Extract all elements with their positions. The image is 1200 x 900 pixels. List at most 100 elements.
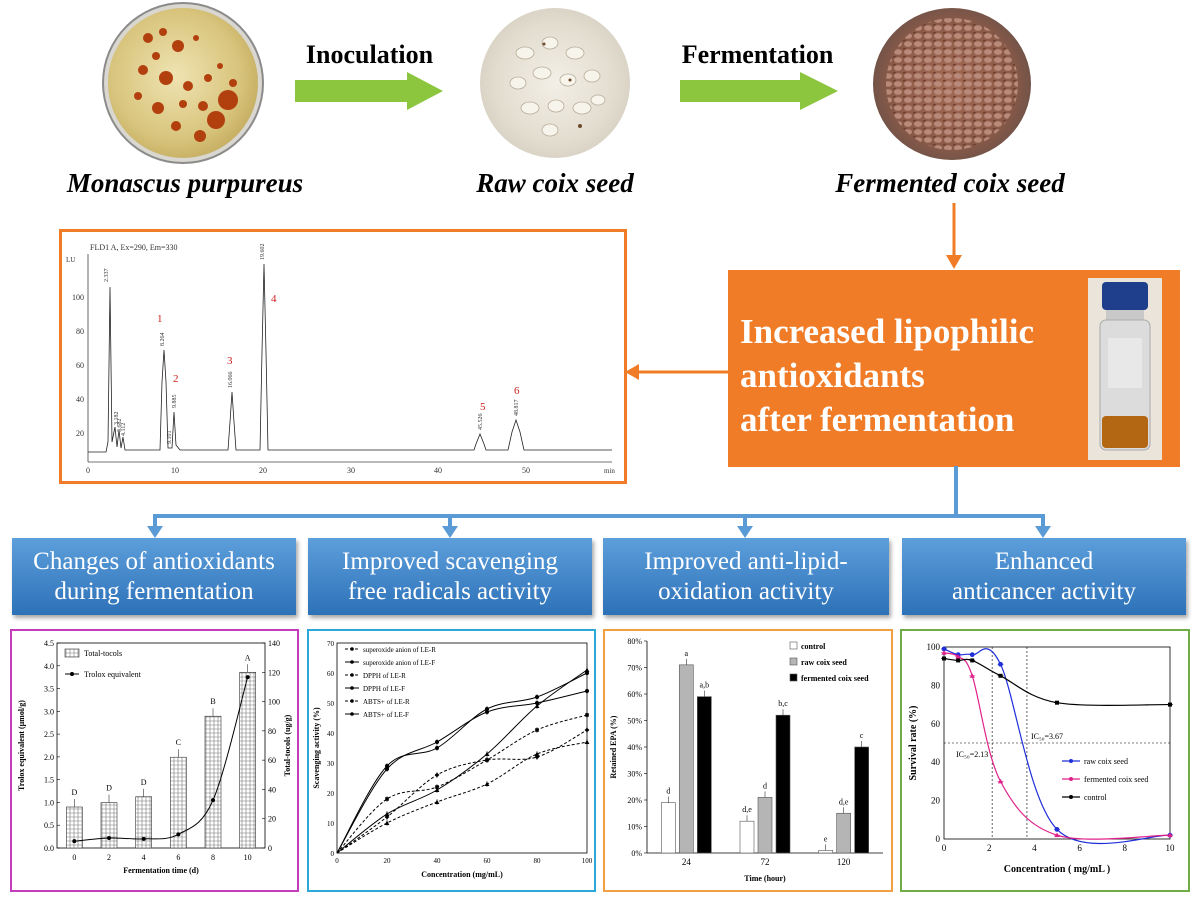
y-tick-label: 4.5 [44, 639, 54, 648]
y-tick-label: 10 [327, 820, 335, 828]
chart-survival-panel: 0 20 40 60 80 100 0 2 4 6 8 10 IC₅₀=3.67 IC₅₀=2.13 raw… [900, 629, 1190, 892]
chromatogram-trace [88, 263, 612, 453]
y-tick-label: 50% [627, 717, 642, 726]
y2-tick-label: 100 [268, 698, 280, 707]
legend-label: control [1084, 793, 1107, 802]
chromatogram-y-tick: 60 [76, 361, 84, 370]
series-point [534, 703, 540, 708]
series-point [484, 757, 490, 763]
series-point [1168, 702, 1172, 707]
fermented-coix-seed-caption: Fermented coix seed [835, 168, 1065, 198]
series-line [336, 729, 588, 854]
legend-label: control [801, 642, 826, 651]
peak-number: 6 [514, 385, 520, 397]
series-point [384, 820, 390, 825]
peak-time-label: 8.264 [160, 333, 166, 347]
peak-time-label: 48.817 [514, 400, 520, 417]
monascus-petri-dish-image [108, 8, 258, 158]
significance-letter: D [71, 788, 77, 797]
y-tick-label: 0.0 [44, 844, 54, 853]
y2-tick-label: 20 [268, 815, 276, 824]
legend-marker [350, 686, 354, 690]
x-tick-label: 2 [987, 843, 992, 853]
series-point [584, 739, 590, 744]
x-axis-label: Time (hour) [744, 874, 786, 883]
series-line [336, 690, 588, 854]
section-anti-lipid-oxidation[interactable]: Improved anti-lipid-oxidation activity [603, 538, 889, 615]
x-tick-label: 40 [434, 857, 442, 865]
y-tick-label: 10% [627, 823, 642, 832]
series-point [484, 781, 490, 786]
chromatogram-y-tick: 20 [76, 429, 84, 438]
line-trolox [74, 677, 249, 842]
y-tick-label: 2.0 [44, 753, 54, 762]
legend-label: fermented coix seed [1084, 775, 1148, 784]
y-tick-label: 100 [927, 642, 941, 652]
y-tick-label: 3.0 [44, 707, 54, 716]
series-line [336, 741, 588, 854]
y-tick-label: 20% [627, 796, 642, 805]
significance-letter: A [245, 653, 251, 662]
y-tick-label: 0% [631, 849, 642, 858]
y-tick-label: 80% [627, 637, 642, 646]
y-tick-label: 1.5 [44, 776, 54, 785]
series-point [1054, 827, 1060, 832]
x-axis-label: Concentration ( mg/mL ) [1004, 864, 1110, 875]
fermentation-label: Fermentation [681, 40, 834, 69]
point-trolox [245, 675, 250, 680]
legend-label: Total-tocols [84, 649, 122, 658]
point-trolox [72, 839, 77, 844]
y-tick-label: 60 [327, 670, 335, 678]
inoculation-label: Inoculation [305, 40, 434, 69]
legend-marker [1069, 777, 1073, 781]
significance-letter: a,b [700, 681, 710, 690]
y2-axis-label: Total-tocols (ug/g) [283, 714, 292, 776]
legend-swatch [789, 657, 798, 666]
series-point [435, 740, 439, 744]
section-antioxidant-changes[interactable]: Changes of antioxidants during fermentat… [12, 538, 296, 615]
legend-label: superoxide anion of LE-F [363, 659, 435, 667]
point-trolox [141, 836, 146, 841]
y-tick-label: 60% [627, 690, 642, 699]
series-point [434, 799, 440, 804]
series-point [585, 713, 589, 717]
x-tick-label: 6 [1077, 843, 1082, 853]
fermentation-arrow-icon [680, 72, 838, 110]
y2-tick-label: 120 [268, 668, 280, 677]
chromatogram-y-tick: 40 [76, 395, 84, 404]
series-point [942, 656, 946, 661]
x-tick-label: 2 [107, 853, 111, 862]
peak-time-label: 16.066 [228, 372, 234, 389]
x-tick-label: 100 [582, 857, 593, 865]
significance-letter: B [210, 697, 215, 706]
x-tick-label: 4 [142, 853, 146, 862]
plot-frame [56, 642, 266, 849]
x-tick-label: 120 [837, 857, 851, 867]
peak-number: 5 [480, 401, 486, 413]
peak-number: 1 [157, 313, 163, 325]
x-tick-label: 8 [1123, 843, 1128, 853]
chromatogram-x-unit: min [604, 467, 615, 475]
x-tick-label: 4 [1032, 843, 1037, 853]
legend-label: ABTS+ of LE-F [363, 711, 409, 719]
peak-time-label: 45.526 [478, 414, 484, 431]
section-anticancer-activity[interactable]: Enhanced anticancer activity [902, 538, 1186, 615]
section-scavenging-activity[interactable]: Improved scavenging free radicals activi… [308, 538, 592, 615]
y-tick-label: 40 [931, 757, 941, 767]
y-tick-label: 70% [627, 664, 642, 673]
chart-scavenging: 0 10 20 30 40 50 60 70 0 20 40 60 80 100 superoxide an… [312, 640, 593, 879]
y-tick-label: 0.5 [44, 821, 54, 830]
peak-number: 3 [227, 355, 233, 367]
raw-coix-seed-image [480, 8, 630, 158]
bar-fermented-coix-seed [854, 746, 869, 854]
series-line [943, 648, 1171, 844]
series-point [584, 727, 590, 733]
chromatogram-x-tick: 40 [434, 466, 442, 475]
bar-raw-coix-seed [836, 812, 851, 854]
legend-label: DPPH of LE-F [363, 685, 405, 693]
point-trolox [176, 832, 181, 837]
chromatogram-header: FLD1 A, Ex=290, Em=330 [90, 243, 177, 252]
legend-swatch [64, 648, 80, 658]
significance-letter: D [106, 784, 112, 793]
series-line [336, 714, 588, 854]
